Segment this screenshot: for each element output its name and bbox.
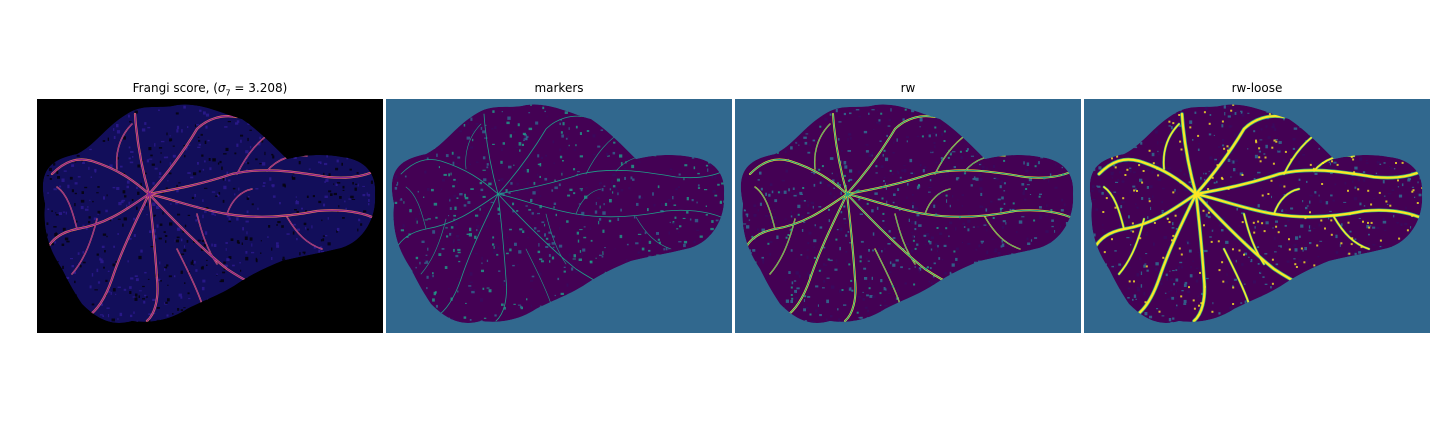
image-rw-loose bbox=[1084, 99, 1430, 333]
vessel-layer bbox=[45, 112, 376, 323]
vessel-layer bbox=[742, 104, 1074, 324]
panel-title-rw: rw bbox=[900, 81, 916, 95]
vessel-layer bbox=[395, 113, 725, 322]
vessel-layer bbox=[1092, 104, 1423, 324]
image-markers bbox=[386, 99, 732, 333]
image-rw bbox=[735, 99, 1081, 333]
panel-title-rw-loose: rw-loose bbox=[1231, 81, 1283, 95]
panel-title-markers: markers bbox=[534, 81, 584, 95]
panel-title-frangi: Frangi score, (σ7 = 3.208) bbox=[132, 81, 288, 98]
image-frangi bbox=[37, 99, 383, 333]
